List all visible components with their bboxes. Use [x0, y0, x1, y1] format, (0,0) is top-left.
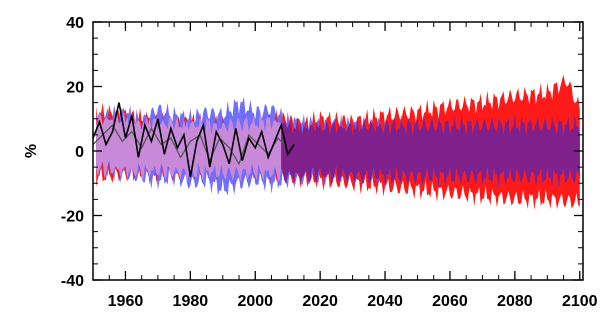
black-observation-line — [92, 102, 295, 177]
x-tick-label: 1960 — [108, 293, 144, 310]
tick-labels: 1960 1980 2000 2020 2040 2060 2080 2100 40 20 0 -20… — [61, 15, 598, 310]
y-tick-label: 40 — [66, 15, 84, 32]
observation-lines — [92, 102, 295, 177]
axis-ticks — [93, 21, 583, 281]
x-tick-label: 2080 — [497, 293, 533, 310]
envelope-bands — [96, 74, 580, 211]
x-tick-label: 2060 — [432, 293, 468, 310]
x-tick-label: 2100 — [562, 293, 598, 310]
historical-overlap-band — [96, 111, 282, 184]
y-tick-label: 20 — [66, 80, 84, 97]
y-axis-label: % — [23, 144, 40, 158]
y-tick-label: 0 — [75, 144, 84, 161]
x-tick-label: 1980 — [173, 293, 209, 310]
future-overlap-band — [281, 113, 580, 188]
x-tick-label: 2000 — [237, 293, 273, 310]
x-tick-label: 2040 — [367, 293, 403, 310]
y-tick-label: -40 — [61, 273, 84, 290]
y-tick-label: -20 — [61, 209, 84, 226]
x-tick-label: 2020 — [302, 293, 338, 310]
